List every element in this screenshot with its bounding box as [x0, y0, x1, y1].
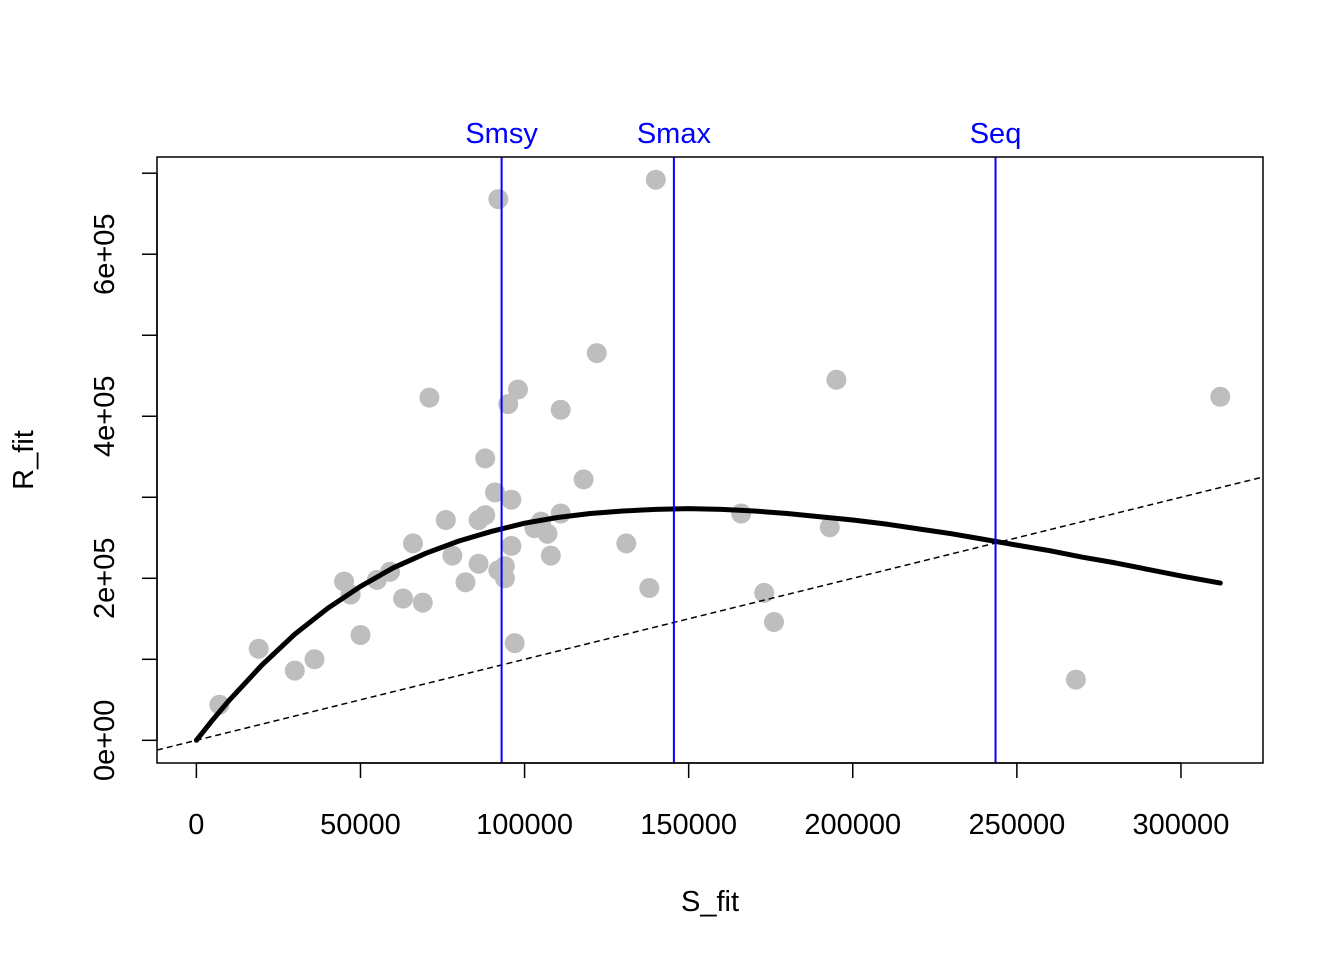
- data-point: [455, 572, 476, 593]
- data-point: [468, 553, 489, 574]
- data-point: [248, 638, 269, 659]
- data-point: [435, 510, 456, 530]
- data-point: [616, 533, 637, 554]
- data-point: [501, 535, 522, 556]
- plot-box: [156, 156, 1264, 764]
- y-tick-label: 4e+05: [89, 376, 121, 457]
- ref-label-smax: Smax: [637, 118, 712, 150]
- data-point: [485, 482, 505, 503]
- data-point: [498, 394, 519, 415]
- data-point: [504, 633, 525, 654]
- data-point: [586, 343, 607, 364]
- x-tick-label: 150000: [640, 809, 737, 841]
- y-axis: 0e+00 2e+05 4e+05 6e+05: [89, 172, 158, 781]
- ref-label-smsy: Smsy: [465, 118, 538, 150]
- y-tick-label: 2e+05: [89, 538, 121, 619]
- data-point: [494, 556, 515, 577]
- x-axis-label: S_fit: [681, 886, 739, 918]
- x-tick-label: 0: [188, 809, 204, 841]
- data-point: [350, 625, 371, 645]
- data-point: [537, 523, 558, 544]
- data-point: [475, 448, 496, 469]
- reference-lines-layer: Smsy Smax Seq: [465, 118, 1021, 763]
- data-point: [550, 399, 571, 420]
- x-axis: 0 50000 100000 150000 200000 250000 300000: [188, 762, 1230, 841]
- x-tick-label: 250000: [968, 809, 1065, 841]
- data-point: [475, 505, 496, 526]
- ref-label-seq: Seq: [970, 118, 1022, 150]
- y-tick-label: 6e+05: [89, 213, 121, 294]
- data-point: [508, 379, 528, 400]
- data-point: [419, 387, 440, 408]
- data-point: [540, 545, 561, 566]
- fitted-curve-layer: [193, 506, 1223, 743]
- data-point: [754, 582, 775, 603]
- data-point: [412, 592, 433, 613]
- data-point: [442, 545, 463, 566]
- fitted-curve: [193, 506, 1223, 743]
- data-point: [393, 588, 414, 609]
- data-point: [826, 369, 847, 390]
- data-point: [488, 189, 509, 210]
- data-point: [1065, 669, 1086, 690]
- data-point: [573, 469, 594, 490]
- data-point: [764, 612, 784, 632]
- points-layer: [209, 169, 1231, 715]
- data-point: [819, 517, 840, 538]
- data-point: [731, 503, 752, 524]
- x-tick-label: 100000: [476, 809, 573, 841]
- x-tick-label: 50000: [320, 809, 401, 841]
- x-tick-label: 200000: [804, 809, 901, 841]
- data-point: [501, 489, 522, 510]
- data-point: [284, 660, 305, 681]
- data-point: [1210, 386, 1231, 407]
- y-tick-label: 0e+00: [89, 700, 121, 781]
- data-point: [645, 169, 666, 190]
- x-tick-label: 300000: [1133, 809, 1230, 841]
- data-point: [304, 649, 325, 670]
- data-point: [639, 578, 660, 598]
- y-axis-label: R_fit: [8, 430, 40, 490]
- data-point: [403, 533, 423, 554]
